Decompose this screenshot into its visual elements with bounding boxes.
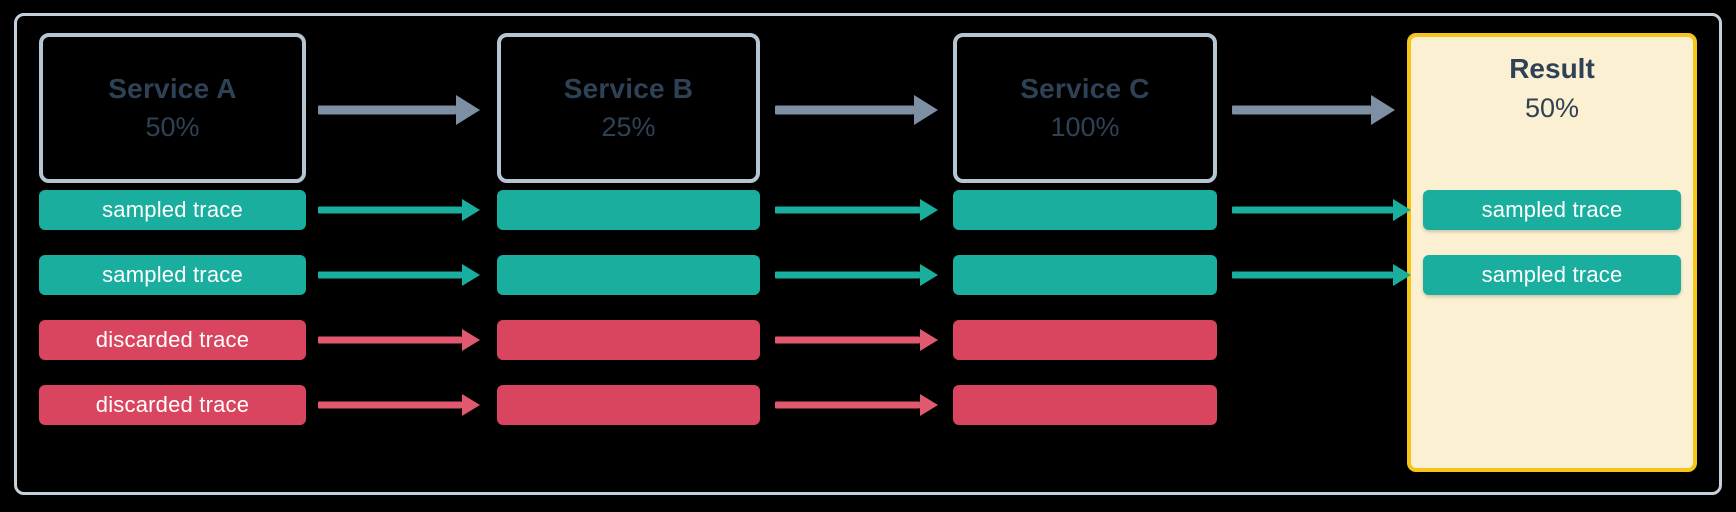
arrow-shaft [775, 206, 920, 214]
trace-bar-trace-1-service-a: sampled trace [39, 190, 306, 230]
arrow-shaft [318, 206, 462, 214]
trace-bar-trace-1-service-b [497, 190, 760, 230]
arrow-head-icon [920, 264, 938, 286]
service-c-name: Service C [1020, 72, 1150, 104]
trace-bar-label: discarded trace [95, 392, 250, 417]
arrow-head-icon [1393, 199, 1411, 221]
arrow-shaft [775, 105, 914, 115]
arrow-shaft [1232, 271, 1393, 279]
trace-bar-label: sampled trace [1481, 262, 1623, 287]
arrow-head-icon [920, 329, 938, 351]
result-name: Result [1509, 53, 1595, 84]
service-a-percent: 50% [145, 111, 200, 142]
arrow-shaft [318, 336, 462, 344]
trace-bar-trace-3-service-b [497, 320, 760, 360]
arrow-head-icon [920, 394, 938, 416]
arrow-head-icon [462, 199, 480, 221]
service-box-service-b: Service B 25% [497, 33, 760, 183]
arrow-shaft [775, 401, 920, 409]
arrow-head-icon [1393, 264, 1411, 286]
arrow-shaft [318, 401, 462, 409]
arrow-shaft [318, 105, 456, 115]
trace-bar-trace-1-service-c [953, 190, 1217, 230]
trace-bar-label: sampled trace [1481, 197, 1623, 222]
service-a-name: Service A [108, 72, 237, 104]
result-header: Result 50% [1411, 51, 1693, 127]
arrow-shaft [1232, 105, 1371, 115]
arrow-head-icon [456, 95, 480, 125]
arrow-shaft [318, 271, 462, 279]
arrow-head-icon [920, 199, 938, 221]
arrow-shaft [775, 271, 920, 279]
trace-bar-label: discarded trace [95, 327, 250, 352]
trace-bar-trace-4-service-b [497, 385, 760, 425]
arrow-shaft [1232, 206, 1393, 214]
diagram-frame [14, 13, 1722, 495]
arrow-head-icon [462, 264, 480, 286]
result-box: Result 50% [1407, 33, 1697, 472]
trace-bar-label: sampled trace [102, 262, 243, 287]
arrow-head-icon [462, 329, 480, 351]
arrow-head-icon [462, 394, 480, 416]
trace-bar-trace-2-service-b [497, 255, 760, 295]
trace-bar-trace-3-service-a: discarded trace [39, 320, 306, 360]
service-c-percent: 100% [1050, 111, 1120, 142]
service-b-percent: 25% [601, 111, 656, 142]
arrow-head-icon [914, 95, 938, 125]
trace-bar-trace-4-service-a: discarded trace [39, 385, 306, 425]
trace-bar-trace-2-service-c [953, 255, 1217, 295]
trace-bar-trace-3-service-c [953, 320, 1217, 360]
trace-bar-trace-4-service-c [953, 385, 1217, 425]
trace-bar-trace-2-service-a: sampled trace [39, 255, 306, 295]
service-box-service-a: Service A 50% [39, 33, 306, 183]
trace-bar-label: sampled trace [102, 197, 243, 222]
arrow-head-icon [1371, 95, 1395, 125]
result-percent: 50% [1524, 93, 1580, 124]
service-b-name: Service B [563, 72, 694, 104]
arrow-shaft [775, 336, 920, 344]
trace-bar-trace-1-result: sampled trace [1423, 190, 1681, 230]
trace-bar-trace-2-result: sampled trace [1423, 255, 1681, 295]
service-box-service-c: Service C 100% [953, 33, 1217, 183]
